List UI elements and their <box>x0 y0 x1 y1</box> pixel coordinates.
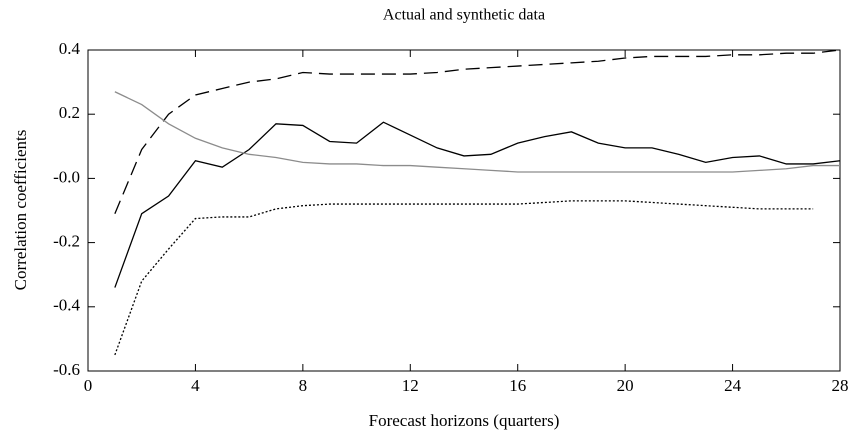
y-tick-label: -0.4 <box>53 296 80 315</box>
y-tick-label: -0.2 <box>53 232 80 251</box>
x-tick-label: 16 <box>509 376 526 395</box>
x-tick-label: 4 <box>191 376 200 395</box>
line-series <box>114 200 814 356</box>
y-tick-label: -0.0 <box>53 167 80 186</box>
line-series <box>114 49 841 214</box>
x-tick-label: 12 <box>402 376 419 395</box>
x-tick-label: 8 <box>299 376 308 395</box>
x-axis-label: Forecast horizons (quarters) <box>369 411 560 430</box>
line-series <box>114 91 840 173</box>
y-tick-label: -0.6 <box>53 360 80 379</box>
line-series <box>114 121 841 288</box>
x-tick-label: 24 <box>724 376 742 395</box>
y-axis-label: Correlation coefficients <box>11 130 30 291</box>
y-tick-label: 0.2 <box>59 103 80 122</box>
y-tick-label: 0.4 <box>59 39 81 58</box>
x-tick-label: 20 <box>617 376 634 395</box>
x-tick-label: 0 <box>84 376 93 395</box>
plot-frame <box>87 49 841 372</box>
x-tick-label: 28 <box>832 376 849 395</box>
chart-title: Actual and synthetic data <box>383 7 545 24</box>
